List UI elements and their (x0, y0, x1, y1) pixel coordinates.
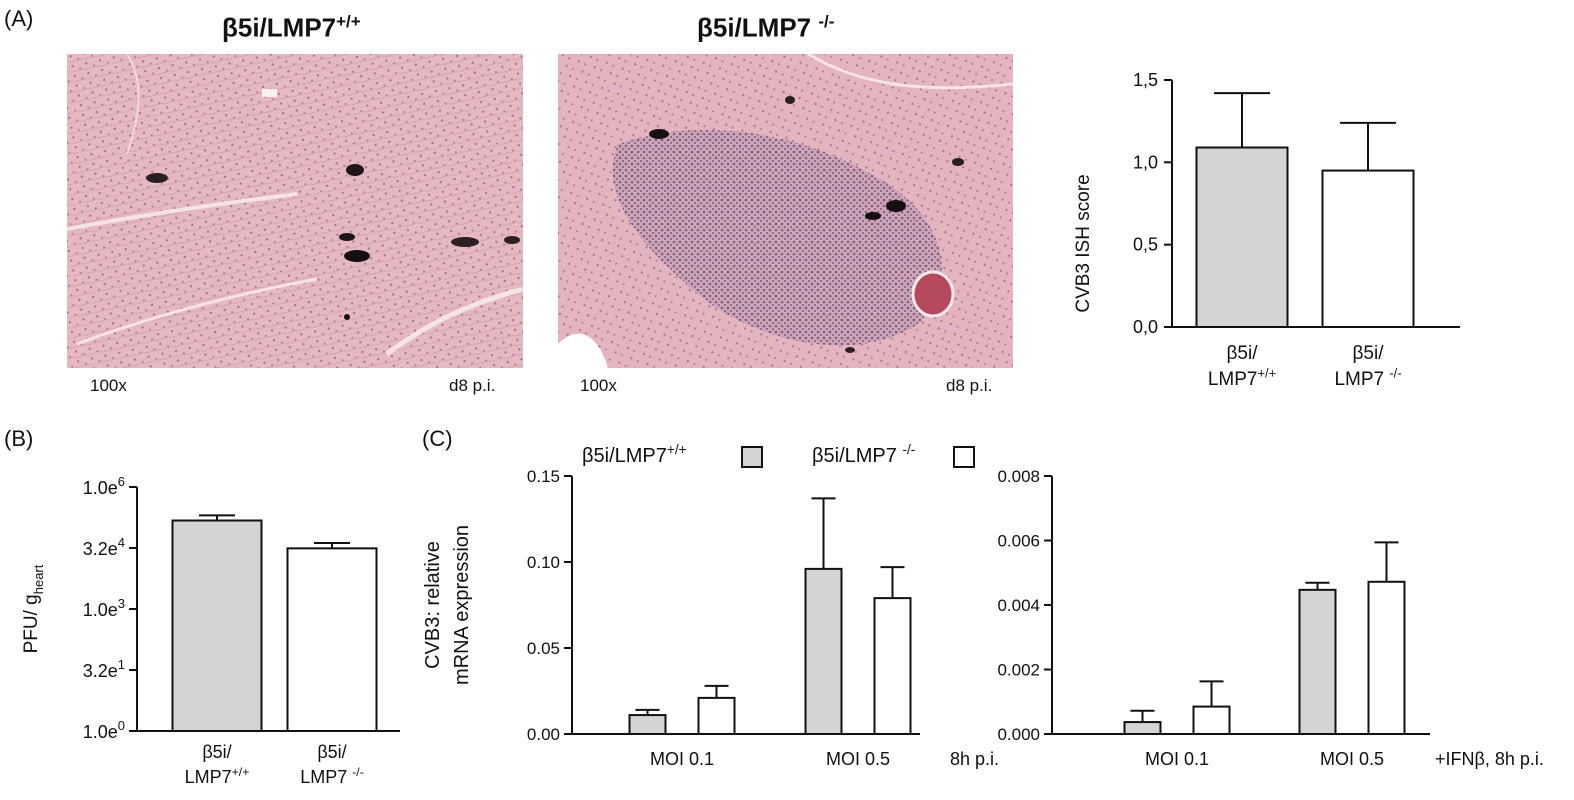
pfu-bar (171, 519, 263, 733)
mrna-bar (1298, 588, 1337, 735)
micrograph-ko (558, 54, 1013, 368)
ish-x-tick-label: β5i/ (1353, 343, 1385, 364)
ish-bar (1321, 169, 1415, 328)
mrna-y-tick-label: 0.002 (997, 661, 1040, 680)
ish-y-axis-title: CVB3 ISH score (1073, 174, 1094, 312)
micrograph-title-ko-sup: -/- (818, 12, 835, 31)
pfu-y-axis-title: PFU/ gheart (21, 564, 46, 653)
micrograph-title-wt-text: β5i/LMP7 (222, 12, 337, 43)
pfu-x-tick-label: β5i/ (317, 742, 346, 762)
mrna-bar (804, 567, 843, 735)
mrna-legend-swatch-wt (741, 446, 763, 468)
mrna-x-tick-label: MOI 0.1 (1145, 749, 1209, 769)
micrograph-title-wt: β5i/LMP7+/+ (222, 12, 361, 44)
ish-x-tick-label: β5i/ (1227, 343, 1259, 364)
mrna-legend-label-wt: β5i/LMP7+/+ (582, 442, 687, 467)
ish-bar (1195, 146, 1289, 328)
mrna-bar (697, 696, 736, 736)
mrna-y-tick-label: 0.000 (997, 725, 1040, 744)
mrna-legend-swatch-ko (953, 446, 975, 468)
mrna-bar (1123, 721, 1162, 736)
pfu-x-tick-label: β5i/ (202, 742, 231, 762)
mrna-chart: β5i/LMP7+/+ β5i/LMP7 -/- CVB3: relative mRN… (422, 442, 1544, 769)
pfu-chart: 1.0e0 3.2e1 1.0e3 3.2e4 1.0e6 PFU/ gheart β5i/… (21, 474, 400, 787)
ish-y-tick-label: 1,0 (1133, 152, 1158, 172)
pfu-y-tick-label: 1.0e6 (83, 474, 125, 498)
mrna-y-tick-label: 0.00 (527, 725, 560, 744)
mrna-bar (628, 714, 667, 735)
pfu-x-tick-label: LMP7 -/- (300, 765, 364, 787)
mrna-y-axis-title-line2: mRNA expression (451, 525, 473, 685)
mrna-bar (1367, 580, 1406, 735)
pfu-y-tick-label: 3.2e4 (83, 535, 125, 559)
mrna-x-tick-label: MOI 0.1 (650, 749, 714, 769)
panel-label-c: (C) (422, 426, 453, 451)
mrna-condition-label: +IFNβ, 8h p.i. (1435, 749, 1544, 769)
micrograph-wt-timepoint: d8 p.i. (449, 376, 496, 395)
mrna-x-tick-label: MOI 0.5 (1320, 749, 1384, 769)
ish-y-tick-label: 0,0 (1133, 317, 1158, 337)
micrograph-title-wt-sup: +/+ (336, 12, 361, 31)
ish-y-tick-label: 0,5 (1133, 235, 1158, 255)
panel-label-a: (A) (4, 6, 34, 31)
mrna-y-tick-label: 0.10 (527, 553, 560, 572)
ish-y-tick-label: 1,5 (1133, 70, 1158, 90)
micrograph-wt (67, 54, 523, 368)
pfu-bar (286, 547, 378, 732)
mrna-x-tick-label: MOI 0.5 (826, 749, 890, 769)
pfu-x-tick-label: LMP7+/+ (185, 765, 250, 787)
pfu-y-tick-label: 3.2e1 (83, 657, 125, 681)
micrograph-ko-magnification: 100x (580, 376, 617, 395)
mrna-y-tick-label: 0.05 (527, 639, 560, 658)
mrna-y-tick-label: 0.004 (997, 596, 1040, 615)
micrograph-title-ko-text: β5i/LMP7 (697, 12, 819, 43)
mrna-y-tick-label: 0.15 (527, 467, 560, 486)
micrograph-title-ko: β5i/LMP7 -/- (697, 12, 834, 44)
micrograph-ko-timepoint: d8 p.i. (946, 376, 993, 395)
pfu-y-tick-label: 1.0e0 (83, 718, 125, 742)
micrograph-wt-magnification: 100x (90, 376, 127, 395)
ish-x-tick-label: LMP7 -/- (1334, 365, 1401, 390)
panel-label-b: (B) (4, 426, 34, 451)
mrna-bar (873, 597, 912, 735)
mrna-condition-label: 8h p.i. (950, 749, 999, 769)
pfu-y-tick-label: 1.0e3 (83, 596, 125, 620)
mrna-y-tick-label: 0.008 (997, 467, 1040, 486)
mrna-y-tick-label: 0.006 (997, 532, 1040, 551)
mrna-legend-label-ko: β5i/LMP7 -/- (812, 442, 915, 467)
mrna-y-axis-title-line1: CVB3: relative (422, 541, 444, 669)
ish-x-tick-label: LMP7+/+ (1208, 365, 1276, 390)
mrna-bar (1192, 705, 1231, 735)
